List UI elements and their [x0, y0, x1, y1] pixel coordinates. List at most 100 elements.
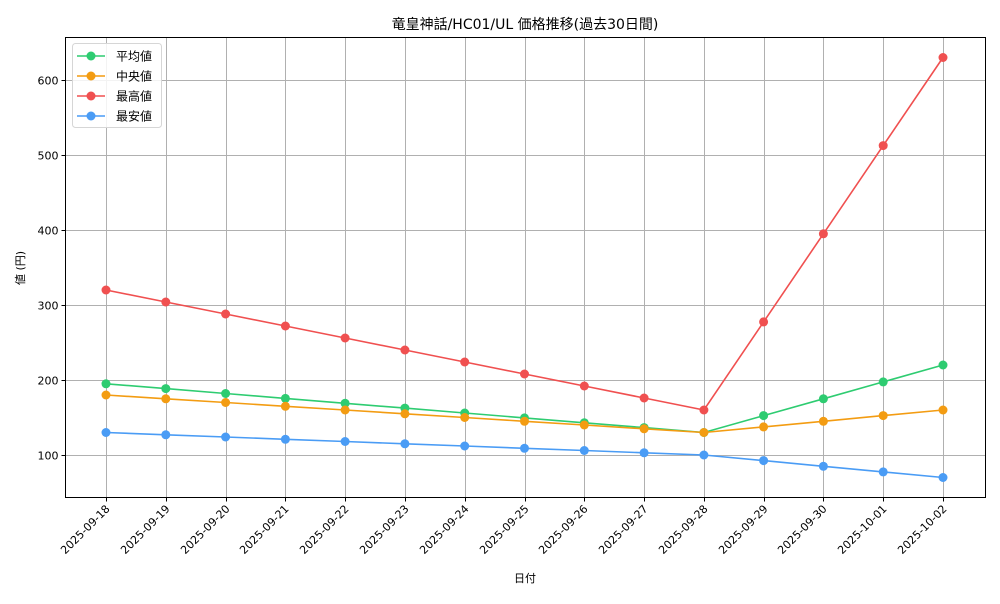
- data-point[interactable]: [340, 405, 350, 415]
- y-axis: 100 200 300 400 500 600: [38, 75, 66, 463]
- data-point[interactable]: [938, 473, 948, 482]
- x-tick-label: 2025-09-29: [716, 502, 770, 556]
- data-point[interactable]: [639, 448, 649, 458]
- data-point[interactable]: [520, 443, 529, 453]
- x-tick-label: 2025-09-20: [178, 502, 232, 556]
- legend-item[interactable]: 中央値: [77, 69, 152, 84]
- y-tick-label: 300: [38, 300, 59, 313]
- y-tick-label: 400: [38, 225, 59, 238]
- legend-item[interactable]: 最安値: [77, 109, 152, 124]
- data-point[interactable]: [878, 377, 888, 387]
- data-point[interactable]: [818, 229, 828, 239]
- data-point[interactable]: [699, 405, 709, 415]
- x-tick-label: 2025-09-19: [118, 502, 172, 556]
- data-point[interactable]: [221, 432, 231, 442]
- x-tick-label: 2025-10-02: [895, 502, 949, 556]
- data-point[interactable]: [400, 345, 410, 355]
- x-tick-label: 2025-09-21: [237, 502, 291, 556]
- data-point[interactable]: [221, 389, 231, 398]
- data-point[interactable]: [161, 394, 171, 404]
- data-point[interactable]: [400, 439, 410, 449]
- data-point[interactable]: [878, 141, 888, 151]
- data-point[interactable]: [460, 357, 470, 367]
- chart-title: 竜皇神話/HC01/UL 価格推移(過去30日間): [392, 16, 659, 33]
- data-point[interactable]: [161, 384, 171, 394]
- data-point[interactable]: [161, 430, 171, 440]
- x-tick-label: 2025-09-25: [477, 502, 531, 556]
- legend-label: 最高値: [116, 89, 152, 104]
- x-tick-label: 2025-09-30: [775, 502, 829, 556]
- data-point[interactable]: [759, 422, 769, 432]
- x-tick-label: 2025-10-01: [835, 502, 889, 556]
- data-point[interactable]: [639, 424, 649, 434]
- x-tick-label: 2025-09-28: [656, 502, 710, 556]
- series-line: [105, 57, 944, 411]
- legend-marker-icon: [86, 71, 96, 81]
- data-point[interactable]: [280, 321, 290, 331]
- series-layer: [101, 53, 948, 482]
- data-point[interactable]: [579, 446, 589, 455]
- data-point[interactable]: [579, 420, 589, 430]
- legend-item[interactable]: 平均値: [77, 49, 152, 64]
- data-point[interactable]: [759, 317, 769, 327]
- data-point[interactable]: [818, 394, 828, 404]
- data-point[interactable]: [280, 401, 290, 411]
- data-point[interactable]: [639, 393, 649, 403]
- data-point[interactable]: [818, 416, 828, 426]
- x-axis-label: 日付: [514, 572, 536, 585]
- legend-marker-icon: [86, 91, 96, 101]
- data-point[interactable]: [161, 297, 171, 307]
- data-point[interactable]: [818, 461, 828, 471]
- legend-label: 最安値: [116, 109, 152, 124]
- y-tick-label: 600: [38, 75, 59, 88]
- legend-marker-icon: [86, 111, 96, 121]
- x-tick-label: 2025-09-24: [417, 502, 471, 556]
- data-point[interactable]: [759, 456, 769, 466]
- x-tick-label: 2025-09-26: [536, 502, 590, 556]
- data-point[interactable]: [938, 53, 948, 62]
- x-tick-label: 2025-09-27: [596, 502, 650, 556]
- data-point[interactable]: [520, 416, 529, 426]
- legend-label: 中央値: [116, 69, 152, 84]
- data-point[interactable]: [280, 434, 290, 444]
- data-point[interactable]: [101, 285, 111, 295]
- data-point[interactable]: [340, 437, 350, 446]
- data-point[interactable]: [520, 369, 529, 379]
- data-point[interactable]: [460, 441, 470, 451]
- data-point[interactable]: [938, 405, 948, 415]
- x-axis: 2025-09-18 2025-09-19 2025-09-20 2025-09-21…: [58, 497, 950, 557]
- data-point[interactable]: [579, 381, 589, 391]
- data-point[interactable]: [340, 333, 350, 343]
- y-tick-label: 200: [38, 375, 59, 388]
- data-point[interactable]: [221, 398, 231, 407]
- y-axis-label: 値 (円): [14, 251, 27, 285]
- series-2: [101, 53, 948, 415]
- data-point[interactable]: [221, 309, 231, 319]
- data-point[interactable]: [878, 467, 888, 477]
- x-tick-label: 2025-09-22: [297, 502, 351, 556]
- data-point[interactable]: [699, 428, 709, 437]
- data-point[interactable]: [101, 379, 111, 389]
- data-point[interactable]: [280, 393, 290, 403]
- series-1: [101, 390, 948, 437]
- legend-marker-icon: [86, 51, 96, 61]
- data-point[interactable]: [340, 398, 350, 408]
- legend-item[interactable]: 最高値: [77, 89, 152, 104]
- data-point[interactable]: [759, 411, 769, 421]
- data-point[interactable]: [699, 450, 709, 460]
- data-point[interactable]: [878, 411, 888, 421]
- y-tick-label: 100: [38, 450, 59, 463]
- x-tick-label: 2025-09-18: [58, 502, 112, 556]
- legend-label: 平均値: [116, 49, 152, 64]
- data-point[interactable]: [101, 428, 111, 437]
- series-3: [101, 428, 948, 482]
- y-tick-label: 500: [38, 150, 59, 163]
- legend-box: [72, 43, 162, 128]
- data-point[interactable]: [460, 413, 470, 422]
- data-point[interactable]: [400, 409, 410, 419]
- data-point[interactable]: [938, 360, 948, 370]
- data-point[interactable]: [101, 390, 111, 400]
